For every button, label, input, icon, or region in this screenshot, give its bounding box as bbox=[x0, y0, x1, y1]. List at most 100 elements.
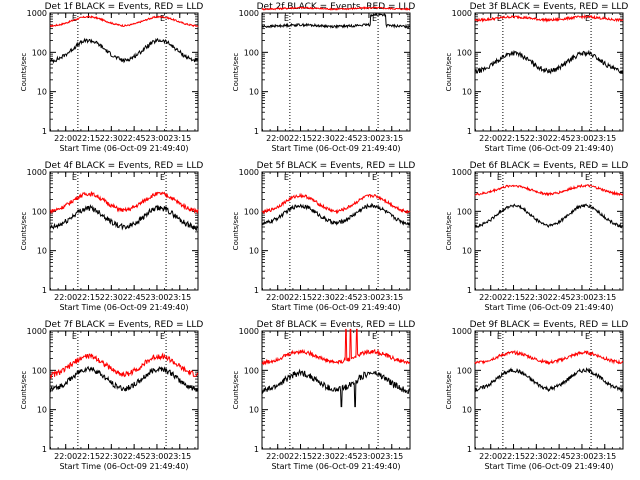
x-tick-label: 22:15 bbox=[289, 452, 312, 461]
x-tick-label: 23:00 bbox=[357, 293, 380, 302]
y-tick-label: 100 bbox=[244, 207, 259, 216]
x-axis-label: Start Time (06-Oct-09 21:49:40) bbox=[484, 462, 613, 471]
y-tick-label: 100 bbox=[457, 48, 472, 57]
x-tick-label: 22:45 bbox=[123, 134, 146, 143]
x-tick-label: 22:45 bbox=[548, 452, 571, 461]
y-axis-label: Counts/sec bbox=[20, 53, 28, 92]
x-axis-label: Start Time (06-Oct-09 21:49:40) bbox=[484, 144, 613, 153]
x-tick-label: 22:00 bbox=[54, 134, 77, 143]
x-tick-label: 23:00 bbox=[570, 452, 593, 461]
plot-frame bbox=[49, 171, 199, 291]
event-marker-label: E bbox=[72, 173, 77, 182]
x-tick-label: 22:45 bbox=[335, 134, 358, 143]
y-tick-label: 1000 bbox=[27, 168, 47, 177]
y-tick-label: 1 bbox=[42, 445, 47, 454]
x-tick-label: 22:30 bbox=[525, 293, 548, 302]
y-tick-label: 1000 bbox=[452, 9, 472, 18]
y-tick-label: 10 bbox=[249, 247, 259, 256]
x-tick-label: 23:15 bbox=[380, 452, 403, 461]
y-tick-label: 10 bbox=[37, 247, 47, 256]
y-tick-label: 100 bbox=[32, 366, 47, 375]
x-tick-label: 22:30 bbox=[100, 134, 123, 143]
panel-title: Det 4f BLACK = Events, RED = LLD bbox=[45, 161, 204, 171]
series-line bbox=[49, 365, 199, 393]
panel-det-1: Det 1f BLACK = Events, RED = LLD 1 10 100 10… bbox=[20, 2, 203, 153]
y-tick-label: 10 bbox=[462, 88, 472, 97]
x-tick-label: 22:30 bbox=[312, 293, 335, 302]
x-tick-label: 23:00 bbox=[357, 134, 380, 143]
y-tick-label: 1000 bbox=[27, 9, 47, 18]
series-line bbox=[49, 37, 199, 64]
x-tick-label: 23:15 bbox=[593, 452, 616, 461]
y-axis-label: Counts/sec bbox=[20, 212, 28, 251]
x-tick-label: 22:15 bbox=[77, 293, 100, 302]
y-tick-label: 1 bbox=[254, 127, 259, 136]
series-line bbox=[474, 14, 624, 23]
plot-frame bbox=[474, 12, 624, 132]
series-line bbox=[49, 203, 199, 232]
panel-det-5: Det 5f BLACK = Events, RED = LLD 1 10 100 10… bbox=[232, 161, 415, 312]
y-tick-label: 1000 bbox=[239, 168, 259, 177]
series-line bbox=[474, 203, 623, 229]
series-line bbox=[261, 202, 411, 226]
y-tick-label: 1 bbox=[42, 286, 47, 295]
y-tick-label: 100 bbox=[244, 366, 259, 375]
plot-frame bbox=[261, 171, 411, 291]
y-tick-label: 100 bbox=[457, 207, 472, 216]
panel-det-6: Det 6f BLACK = Events, RED = LLD 1 10 100 10… bbox=[445, 161, 628, 312]
panel-det-2: Det 2f BLACK = Events, RED = LLD 1 10 100 10… bbox=[232, 2, 415, 153]
panel-title: Det 7f BLACK = Events, RED = LLD bbox=[45, 320, 204, 330]
x-axis-label: Start Time (06-Oct-09 21:49:40) bbox=[271, 462, 400, 471]
x-tick-label: 23:15 bbox=[168, 134, 191, 143]
x-tick-label: 22:15 bbox=[289, 134, 312, 143]
panel-det-8: Det 8f BLACK = Events, RED = LLD 1 10 100 10… bbox=[232, 320, 415, 471]
plot-frame bbox=[261, 12, 411, 132]
x-tick-label: 22:45 bbox=[123, 293, 146, 302]
event-marker-label: E bbox=[585, 14, 590, 23]
series-line bbox=[261, 6, 411, 11]
event-marker-label: E bbox=[372, 14, 377, 23]
x-tick-label: 23:00 bbox=[357, 452, 380, 461]
y-tick-label: 1000 bbox=[452, 168, 472, 177]
y-tick-label: 10 bbox=[249, 88, 259, 97]
x-tick-label: 22:15 bbox=[289, 293, 312, 302]
y-tick-label: 1 bbox=[254, 286, 259, 295]
y-axis-label: Counts/sec bbox=[20, 371, 28, 410]
panel-title: Det 3f BLACK = Events, RED = LLD bbox=[470, 2, 629, 12]
x-axis-label: Start Time (06-Oct-09 21:49:40) bbox=[484, 303, 613, 312]
event-marker-label: E bbox=[284, 332, 289, 341]
y-axis-label: Counts/sec bbox=[232, 53, 240, 92]
y-tick-label: 100 bbox=[32, 207, 47, 216]
x-tick-label: 22:00 bbox=[266, 293, 289, 302]
y-tick-label: 1 bbox=[42, 127, 47, 136]
x-tick-label: 23:00 bbox=[145, 134, 168, 143]
y-tick-label: 1 bbox=[467, 445, 472, 454]
y-tick-label: 1000 bbox=[27, 327, 47, 336]
event-marker-label: E bbox=[585, 173, 590, 182]
panel-title: Det 1f BLACK = Events, RED = LLD bbox=[45, 2, 204, 12]
event-marker-label: E bbox=[497, 173, 502, 182]
x-tick-label: 22:00 bbox=[266, 134, 289, 143]
event-marker-label: E bbox=[72, 14, 77, 23]
x-tick-label: 23:15 bbox=[168, 452, 191, 461]
x-tick-label: 22:45 bbox=[123, 452, 146, 461]
x-tick-label: 22:45 bbox=[335, 452, 358, 461]
y-tick-label: 1000 bbox=[452, 327, 472, 336]
y-tick-label: 10 bbox=[462, 406, 472, 415]
y-axis-label: Counts/sec bbox=[445, 212, 453, 251]
x-tick-label: 23:15 bbox=[593, 134, 616, 143]
y-tick-label: 1000 bbox=[239, 327, 259, 336]
x-tick-label: 23:00 bbox=[145, 452, 168, 461]
event-marker-label: E bbox=[160, 332, 165, 341]
panel-title: Det 6f BLACK = Events, RED = LLD bbox=[470, 161, 629, 171]
event-marker-label: E bbox=[160, 14, 165, 23]
x-tick-label: 22:30 bbox=[312, 452, 335, 461]
y-tick-label: 100 bbox=[32, 48, 47, 57]
y-axis-label: Counts/sec bbox=[445, 371, 453, 410]
event-marker-label: E bbox=[284, 173, 289, 182]
plot-frame bbox=[49, 12, 199, 132]
event-marker-label: E bbox=[497, 332, 502, 341]
y-axis-label: Counts/sec bbox=[232, 371, 240, 410]
series-line bbox=[261, 13, 411, 29]
x-tick-label: 23:15 bbox=[380, 134, 403, 143]
